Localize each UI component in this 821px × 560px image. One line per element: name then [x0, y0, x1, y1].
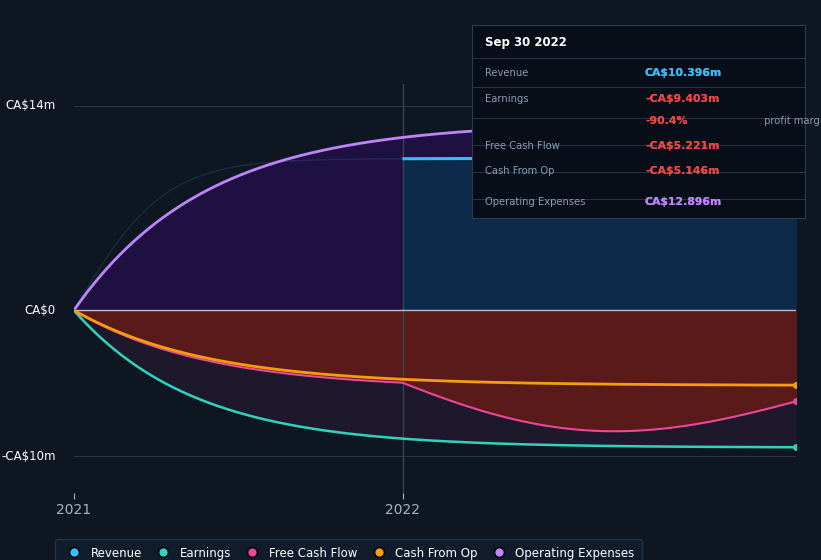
Text: CA$10.396m: CA$10.396m — [645, 68, 722, 77]
Text: Earnings: Earnings — [485, 94, 529, 104]
Text: -CA$5.221m: -CA$5.221m — [645, 141, 719, 151]
Text: CA$12.896m: CA$12.896m — [645, 197, 722, 207]
Text: -CA$9.403m: -CA$9.403m — [645, 94, 719, 104]
Text: -CA$9.403m: -CA$9.403m — [645, 94, 719, 104]
Text: Revenue: Revenue — [485, 68, 529, 77]
Text: -CA$10m: -CA$10m — [2, 450, 56, 463]
Text: Cash From Op: Cash From Op — [485, 166, 555, 176]
Legend: Revenue, Earnings, Free Cash Flow, Cash From Op, Operating Expenses: Revenue, Earnings, Free Cash Flow, Cash … — [55, 539, 642, 560]
Text: -CA$5.221m: -CA$5.221m — [645, 141, 719, 151]
Text: Free Cash Flow: Free Cash Flow — [485, 141, 560, 151]
Text: CA$12.896m: CA$12.896m — [645, 197, 722, 207]
Text: Sep 30 2022: Sep 30 2022 — [485, 36, 567, 49]
Text: -CA$5.146m: -CA$5.146m — [645, 166, 719, 176]
Text: -90.4%: -90.4% — [645, 116, 687, 126]
Text: CA$10.396m: CA$10.396m — [645, 68, 722, 77]
Text: -90.4%: -90.4% — [645, 116, 687, 126]
Text: profit margin: profit margin — [761, 116, 821, 126]
Text: CA$0: CA$0 — [25, 304, 56, 317]
Text: CA$14m: CA$14m — [6, 100, 56, 113]
Text: Operating Expenses: Operating Expenses — [485, 197, 586, 207]
Text: -CA$5.146m: -CA$5.146m — [645, 166, 719, 176]
